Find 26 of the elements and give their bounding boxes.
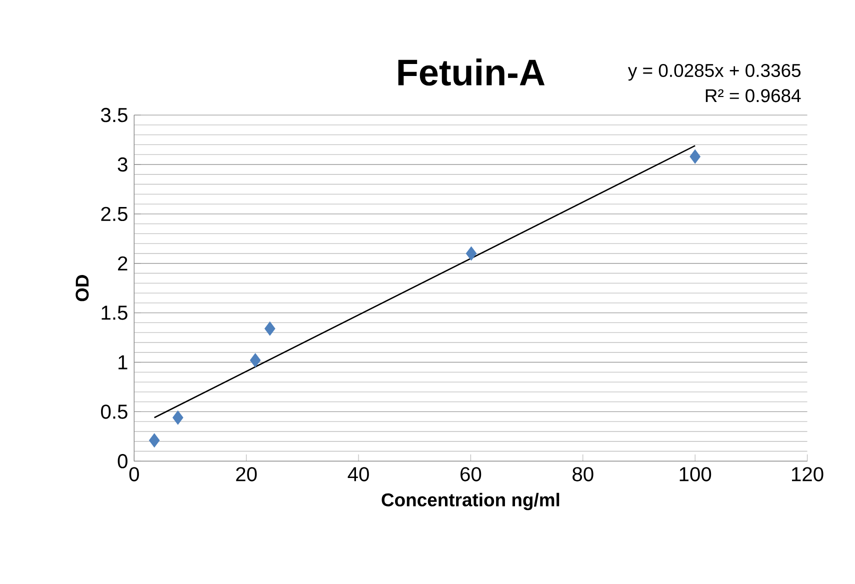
x-tick-label: 100 [680, 466, 712, 482]
point [690, 149, 700, 164]
y-tick-label: 3.5 [101, 108, 128, 122]
x-tick-label: 120 [792, 466, 824, 482]
point [264, 321, 276, 336]
x-tick-label: 20 [236, 466, 257, 482]
x-tick-label: 40 [348, 466, 369, 482]
y-tick-label: 0 [118, 454, 128, 468]
point [250, 353, 261, 368]
y-tick-label: 2.5 [101, 206, 128, 221]
chart-title: Fetuin-A [398, 58, 545, 86]
y-axis-title: OD [76, 274, 89, 302]
y-tick-label: 2 [118, 256, 128, 270]
y-tick-label: 0.5 [101, 404, 128, 419]
y-tick-label: 3 [118, 157, 128, 172]
y-tick-label: 1.5 [102, 306, 128, 320]
text: y = 0.0285x + 0.3365 [628, 64, 801, 81]
point [466, 246, 477, 260]
y-tick-label: 1 [118, 355, 128, 370]
point [148, 433, 160, 448]
x-tick-label: 80 [572, 466, 594, 482]
x-axis-title: Concentration ng/ml [382, 492, 560, 510]
point [172, 410, 184, 425]
x-tick-label: 60 [460, 466, 482, 482]
text: R² = 0.9684 [706, 88, 801, 102]
x-tick-label: 0 [129, 466, 139, 482]
